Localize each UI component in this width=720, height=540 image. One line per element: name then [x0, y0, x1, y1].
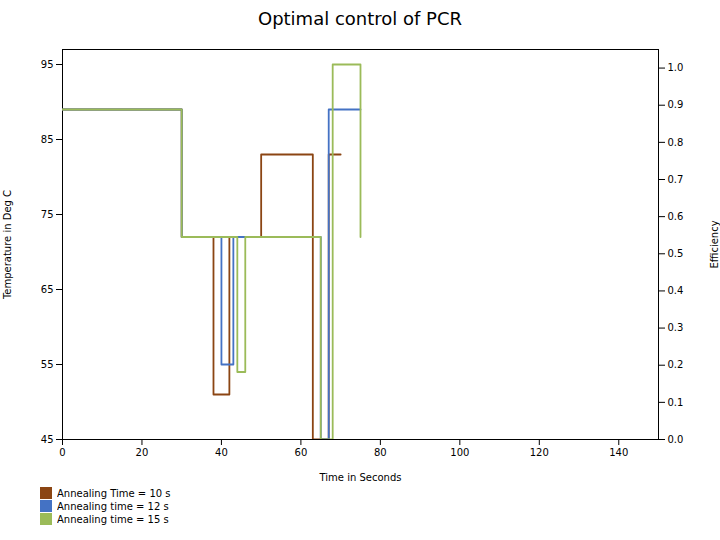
html-text:Annealing time = 15 s: Annealing time = 15 s	[57, 513, 169, 525]
svg-text:0.7: 0.7	[668, 174, 684, 185]
svg-text:0.9: 0.9	[668, 99, 684, 110]
svg-text:20: 20	[136, 447, 149, 458]
svg-text:0.0: 0.0	[668, 434, 684, 445]
html-text:Annealing time = 12 s: Annealing time = 12 s	[57, 500, 169, 512]
svg-text:85: 85	[41, 134, 54, 145]
svg-text:100: 100	[450, 447, 469, 458]
svg-text:140: 140	[609, 447, 628, 458]
svg-text:40: 40	[215, 447, 228, 458]
svg-text:75: 75	[41, 209, 54, 220]
svg-text:0.8: 0.8	[668, 137, 684, 148]
svg-text:0.1: 0.1	[668, 397, 684, 408]
svg-text:80: 80	[374, 447, 387, 458]
svg-text:55: 55	[41, 359, 54, 370]
svg-text:120: 120	[530, 447, 549, 458]
svg-text:65: 65	[41, 284, 54, 295]
svg-text:0: 0	[59, 447, 65, 458]
svg-text:0.5: 0.5	[668, 248, 684, 259]
svg-text:60: 60	[295, 447, 308, 458]
svg-text:Temperature in Deg C: Temperature in Deg C	[2, 190, 13, 300]
html-text:Optimal control of PCR: Optimal control of PCR	[258, 8, 462, 29]
svg-text:0.6: 0.6	[668, 211, 684, 222]
svg-text:Efficiency: Efficiency	[709, 220, 720, 268]
svg-text:0.2: 0.2	[668, 359, 684, 370]
html-text:Annealing Time = 10 s: Annealing Time = 10 s	[57, 487, 171, 499]
svg-text:0.3: 0.3	[668, 322, 684, 333]
svg-text:45: 45	[41, 434, 54, 445]
svg-text:1.0: 1.0	[668, 62, 684, 73]
svg-text:Time in Seconds: Time in Seconds	[319, 472, 402, 483]
svg-text:0.4: 0.4	[668, 285, 684, 296]
svg-text:95: 95	[41, 59, 54, 70]
